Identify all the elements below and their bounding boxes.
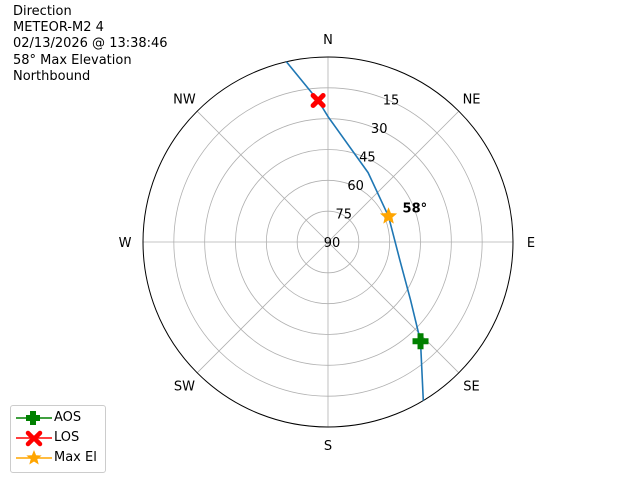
- grid-spoke: [196, 110, 329, 243]
- grid-spoke: [327, 241, 460, 374]
- max-el-marker: [380, 207, 398, 224]
- legend-item-los: LOS: [11, 428, 105, 448]
- radial-tick-label: 75: [336, 208, 353, 223]
- legend-label: AOS: [54, 410, 82, 425]
- grid-spoke: [196, 241, 329, 374]
- legend-item-aos: AOS: [11, 408, 105, 428]
- direction-label-sw: SW: [174, 380, 195, 395]
- legend-label: LOS: [54, 430, 80, 445]
- chart-title: Direction METEOR-M2 4 02/13/2026 @ 13:38…: [13, 4, 168, 85]
- direction-label-s: S: [324, 439, 332, 454]
- direction-label-e: E: [527, 236, 535, 251]
- title-line: Northbound: [13, 68, 91, 84]
- los-marker: [310, 93, 326, 109]
- max-el-annotation: 58°: [403, 201, 428, 216]
- outer-frame: [142, 56, 514, 428]
- radial-tick-label: 45: [359, 151, 376, 166]
- radial-tick-label: 60: [347, 179, 364, 194]
- title-line: METEOR-M2 4: [13, 20, 104, 36]
- direction-label-nw: NW: [173, 92, 196, 107]
- radial-tick-label: 90: [324, 236, 341, 251]
- legend-label: Max El: [54, 450, 97, 465]
- legend: AOS LOS Max El: [10, 405, 106, 473]
- direction-label-n: N: [323, 33, 333, 48]
- radial-tick-label: 30: [371, 122, 388, 137]
- title-line: 58° Max Elevation: [13, 52, 132, 68]
- direction-label-se: SE: [463, 380, 479, 395]
- satellite-track: [285, 61, 425, 401]
- legend-item-max-el: Max El: [11, 448, 105, 468]
- title-line: 02/13/2026 @ 13:38:46: [13, 36, 168, 52]
- radial-tick-label: 15: [383, 94, 400, 109]
- direction-label-ne: NE: [463, 92, 481, 107]
- direction-label-w: W: [119, 236, 132, 251]
- title-line: Direction: [13, 4, 72, 19]
- aos-marker: [412, 333, 429, 350]
- grid-spoke: [327, 110, 460, 243]
